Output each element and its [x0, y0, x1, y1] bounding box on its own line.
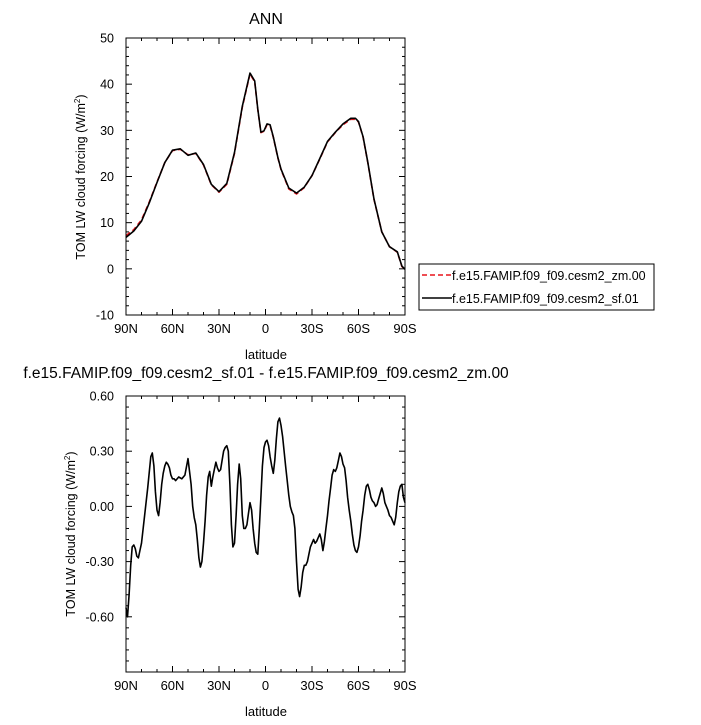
top-y-tick-label: 20 — [100, 170, 114, 184]
top-series-line-0 — [125, 73, 406, 271]
top-chart: ANN 90N 60N 30N 0 30S 60S 90S -10 0 10 20 30 40 50 l… — [73, 11, 655, 362]
top-chart-y-axis-ticks: -10 0 10 20 30 40 50 — [96, 32, 405, 323]
legend-entry-zm: f.e15.FAMIP.f09_f09.cesm2_zm.00 — [452, 269, 646, 283]
top-y-tick-label: 50 — [100, 32, 114, 46]
top-chart-legend: f.e15.FAMIP.f09_f09.cesm2_zm.00 f.e15.FA… — [418, 263, 655, 311]
top-y-tick-label: 10 — [100, 216, 114, 230]
top-x-tick-label: 90N — [114, 321, 138, 336]
bottom-x-tick-label: 90N — [114, 678, 138, 693]
bottom-y-tick-label: 0.30 — [90, 445, 114, 459]
bottom-chart: f.e15.FAMIP.f09_f09.cesm2_sf.01 - f.e15.… — [23, 365, 509, 719]
top-x-tick-label: 0 — [262, 321, 269, 336]
top-x-tick-label: 90S — [393, 321, 416, 336]
top-x-tick-label: 60S — [347, 321, 370, 336]
bottom-chart-x-axis-label: latitude — [245, 704, 287, 719]
top-chart-x-axis-ticks: 90N 60N 30N 0 30S 60S 90S — [114, 38, 417, 336]
top-y-tick-label: 40 — [100, 78, 114, 92]
legend-box — [418, 263, 655, 311]
bottom-x-tick-label: 90S — [393, 678, 416, 693]
top-x-tick-label: 30N — [207, 321, 231, 336]
bottom-y-tick-label: 0.00 — [90, 500, 114, 514]
bottom-x-tick-label: 0 — [262, 678, 269, 693]
top-y-tick-label: 30 — [100, 124, 114, 138]
top-y-tick-label: -10 — [96, 309, 114, 323]
bottom-chart-frame — [125, 395, 406, 673]
top-series-line-1 — [125, 72, 406, 270]
legend-entry-sf: f.e15.FAMIP.f09_f09.cesm2_sf.01 — [452, 292, 639, 306]
top-chart-y-axis-label: TOM LW cloud forcing (W/m2) — [73, 94, 88, 259]
bottom-y-tick-label: -0.60 — [86, 610, 115, 624]
bottom-chart-series — [125, 417, 406, 618]
bottom-chart-y-axis-label: TOM LW cloud forcing (W/m2) — [63, 451, 78, 616]
bottom-x-tick-label: 30N — [207, 678, 231, 693]
bottom-y-tick-label: 0.60 — [90, 390, 114, 404]
bottom-x-tick-label: 60S — [347, 678, 370, 693]
bottom-chart-x-axis-ticks: 90N 60N 30N 0 30S 60S 90S — [114, 396, 417, 693]
top-chart-title: ANN — [249, 11, 283, 28]
bottom-series-line-0 — [125, 417, 406, 618]
top-chart-series — [125, 72, 406, 271]
top-y-tick-label: 0 — [107, 262, 114, 276]
bottom-chart-y-axis-ticks: -0.60 -0.30 0.00 0.30 0.60 — [86, 390, 405, 673]
top-chart-x-axis-label: latitude — [245, 347, 287, 362]
bottom-x-tick-label: 60N — [161, 678, 185, 693]
top-x-tick-label: 60N — [161, 321, 185, 336]
top-x-tick-label: 30S — [300, 321, 323, 336]
bottom-y-tick-label: -0.30 — [86, 555, 115, 569]
top-chart-frame — [125, 37, 406, 316]
bottom-chart-title: f.e15.FAMIP.f09_f09.cesm2_sf.01 - f.e15.… — [23, 365, 509, 382]
bottom-x-tick-label: 30S — [300, 678, 323, 693]
